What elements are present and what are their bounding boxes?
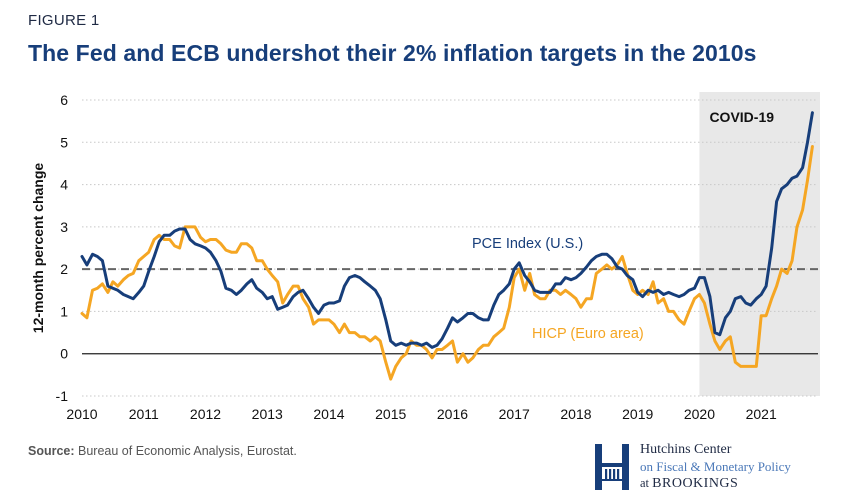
hicp-series-label: HICP (Euro area) [532,326,644,342]
hutchins-h-icon [595,444,629,490]
y-tick-label: 4 [60,177,68,193]
pce-series-line [80,111,814,349]
x-tick-label: 2012 [190,406,221,422]
brand-line-3-prefix: at [640,476,653,490]
y-tick-label: 1 [60,303,68,319]
covid-label: COVID-19 [709,109,774,125]
x-tick-label: 2016 [437,406,468,422]
brand-line-3: at BROOKINGS [640,476,738,492]
y-axis-label: 12-month percent change [30,163,46,334]
source-note: Source: Bureau of Economic Analysis, Eur… [28,444,297,458]
x-tick-label: 2014 [313,406,344,422]
x-tick-label: 2020 [684,406,715,422]
source-text: Bureau of Economic Analysis, Eurostat. [74,444,297,458]
pce-series-label: PCE Index (U.S.) [472,236,583,252]
covid-shaded-region [699,92,820,396]
brand-line-1: Hutchins Center [640,442,732,457]
x-tick-label: 2018 [560,406,591,422]
y-tick-label: 2 [60,261,68,277]
figure-label: FIGURE 1 [28,12,100,29]
y-tick-label: 0 [60,346,68,362]
y-tick-label: 3 [60,219,68,235]
brand-line-2: on Fiscal & Monetary Policy [640,459,791,474]
chart-area: COVID-19 -1 0 1 2 3 4 5 6 2010 2011 2012 2013 2014 201… [30,92,820,422]
x-tick-label: 2015 [375,406,406,422]
x-tick-label: 2017 [499,406,530,422]
brand-line-3-name: BROOKINGS [652,476,739,491]
source-label: Source: [28,444,75,458]
y-tick-label: -1 [56,388,69,404]
y-tick-label: 5 [60,134,68,150]
hicp-series-line [80,145,814,381]
brookings-hutchins-logo: Hutchins Center on Fiscal & Monetary Pol… [592,440,832,496]
x-tick-label: 2013 [252,406,283,422]
x-tick-label: 2011 [129,406,159,422]
y-tick-label: 6 [60,92,68,108]
x-tick-label: 2019 [622,406,653,422]
x-tick-label: 2021 [746,406,777,422]
chart-title: The Fed and ECB undershot their 2% infla… [28,40,757,66]
x-tick-label: 2010 [66,406,97,422]
